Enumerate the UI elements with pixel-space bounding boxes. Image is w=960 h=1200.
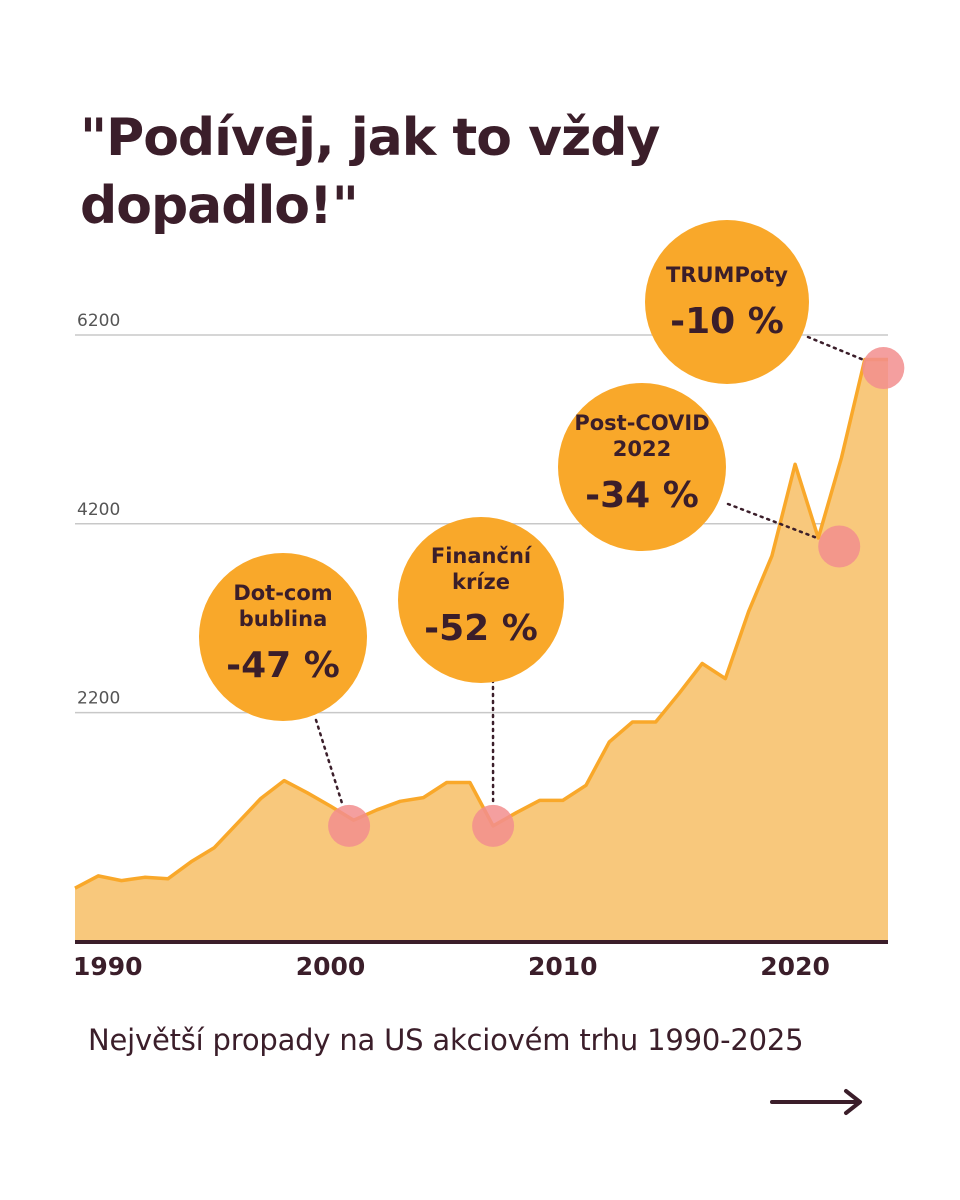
- annotation-label-1-1: kríze: [452, 570, 510, 594]
- annotation-label-3-0: TRUMPoty: [666, 263, 788, 287]
- series-area: [75, 359, 888, 942]
- annotation-label-0-0: Dot-com: [233, 581, 332, 605]
- annotation-leader-0: [314, 718, 344, 807]
- annotation-value-2: -34 %: [585, 475, 699, 516]
- annotation-bubble-1: [398, 517, 564, 683]
- chart-subtitle: Největší propady na US akciovém trhu 199…: [88, 1023, 804, 1057]
- x-tick-label-2000: 2000: [296, 952, 366, 981]
- headline-line-1: "Podívej, jak to vždy: [80, 108, 660, 168]
- headline-line-2: dopadlo!": [80, 176, 359, 236]
- x-tick-label-1990: 1990: [73, 952, 143, 981]
- annotation-value-0: -47 %: [226, 645, 340, 686]
- annotation-leader-3: [806, 335, 865, 361]
- headline: "Podívej, jak to vždy dopadlo!": [80, 104, 660, 240]
- stock-market-chart: 2200 4200 6200 1990 2000 2010 2020 Dot-combubli…: [73, 220, 905, 981]
- y-tick-label-2200: 2200: [77, 689, 120, 709]
- annotation-bubble-0: [199, 553, 367, 721]
- annotation-value-3: -10 %: [670, 301, 784, 342]
- drop-marker-2: [818, 525, 861, 568]
- annotation-label-1-0: Finanční: [431, 544, 533, 568]
- annotation-bubble-2: [558, 383, 726, 551]
- y-tick-label-4200: 4200: [77, 500, 120, 520]
- arrow-right-icon[interactable]: [770, 1086, 866, 1118]
- series-line: [74, 357, 888, 890]
- annotation-value-1: -52 %: [424, 608, 538, 649]
- annotation-bubble-3: [645, 220, 809, 384]
- annotation-leader-2: [726, 502, 820, 540]
- annotation-label-0-1: bublina: [239, 607, 328, 631]
- drop-marker-1: [472, 804, 515, 847]
- drop-marker-3: [862, 347, 905, 390]
- x-tick-label-2010: 2010: [528, 952, 598, 981]
- y-tick-label-6200: 6200: [77, 311, 120, 331]
- x-tick-label-2020: 2020: [760, 952, 830, 981]
- drop-marker-0: [328, 804, 371, 847]
- annotation-label-2-1: 2022: [613, 437, 671, 461]
- annotation-label-2-0: Post-COVID: [574, 411, 709, 435]
